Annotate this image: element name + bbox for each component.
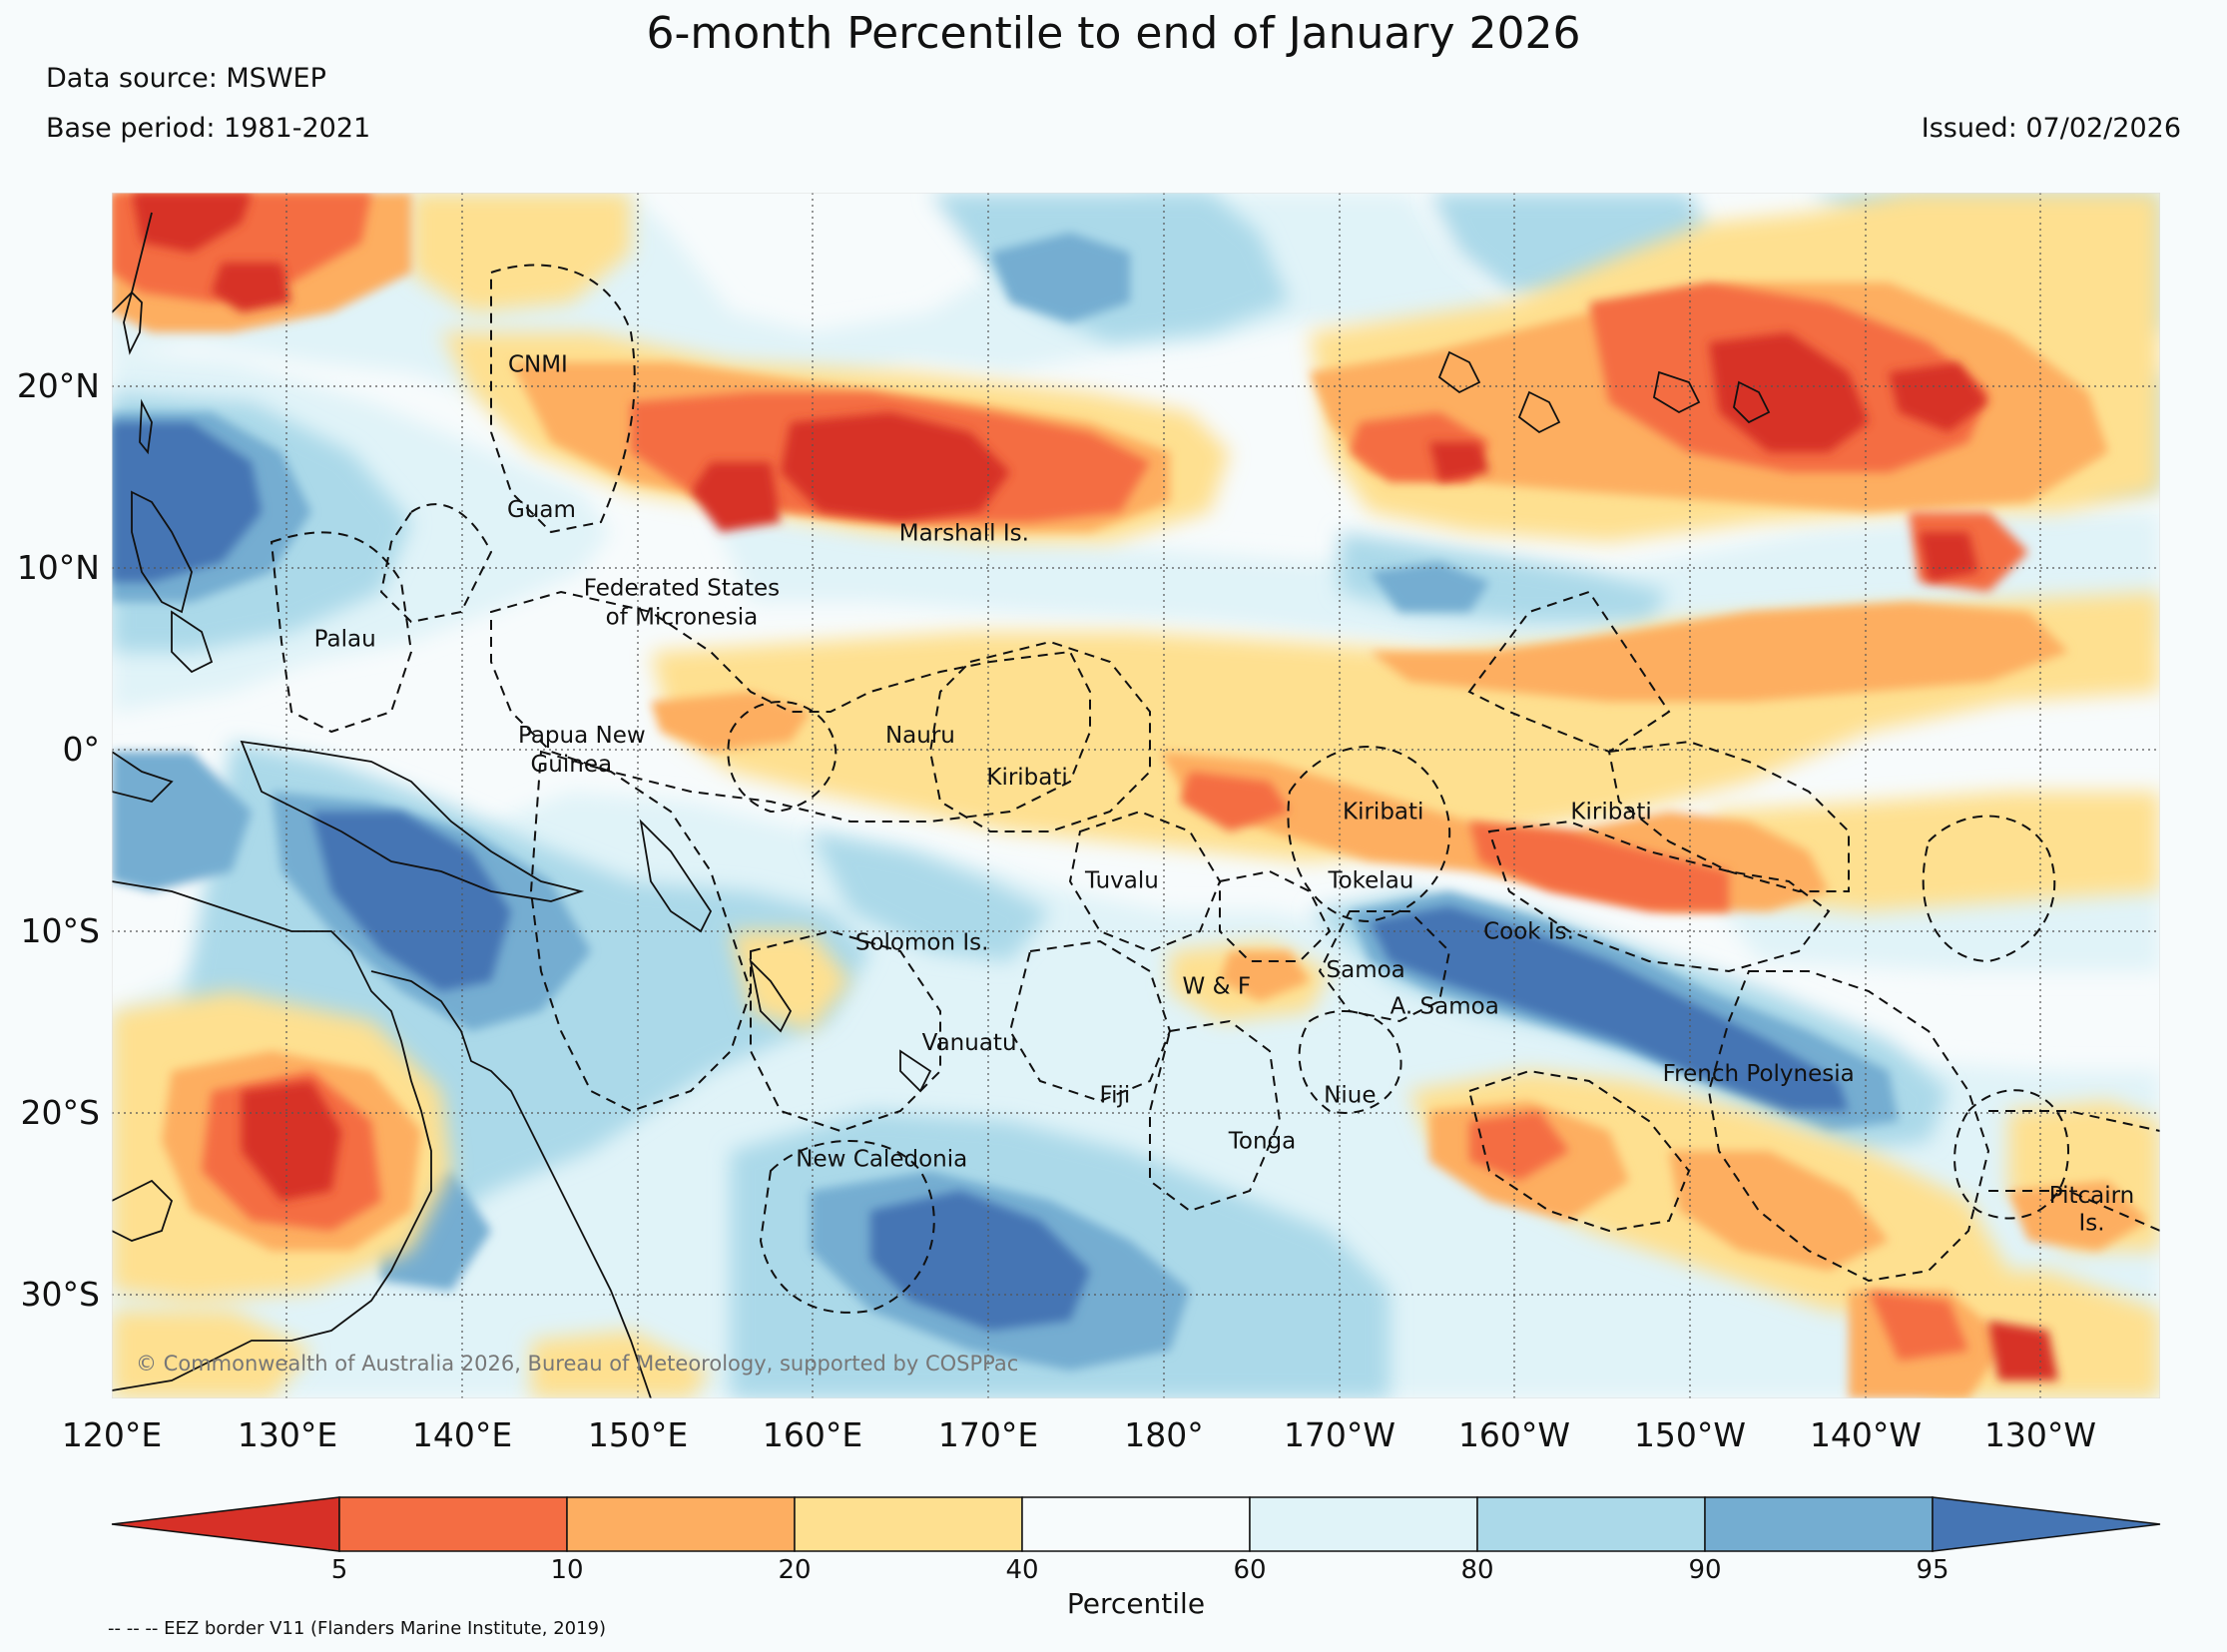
lat-label: 0° <box>62 730 101 769</box>
colorbar-label: Percentile <box>1066 1587 1206 1620</box>
graticule <box>112 193 2160 1398</box>
colorbar-tick: 40 <box>1005 1555 1039 1585</box>
colorbar-bin <box>566 1496 796 1552</box>
colorbar-bin <box>338 1496 568 1552</box>
lat-label: 20°S <box>20 1093 100 1132</box>
region-label: Palau <box>314 626 376 652</box>
region-label: Kiribati <box>1570 799 1651 825</box>
lon-label: 130°W <box>1983 1415 2097 1454</box>
lat-label: 30°S <box>20 1275 100 1314</box>
lon-label: 150°W <box>1633 1415 1747 1454</box>
lon-label: 150°E <box>587 1415 689 1454</box>
colorbar-tick: 5 <box>330 1555 348 1585</box>
issued-date-label: Issued: 07/02/2026 <box>1921 113 2181 144</box>
colorbar-tick: 90 <box>1688 1555 1722 1585</box>
region-label: French Polynesia <box>1663 1061 1855 1087</box>
region-label: Tuvalu <box>1084 868 1159 894</box>
region-label: Solomon Is. <box>855 930 989 956</box>
region-label: Is. <box>2078 1210 2104 1236</box>
data-source-label: Data source: MSWEP <box>46 63 326 94</box>
lon-label: 120°E <box>61 1415 163 1454</box>
lon-label: 130°E <box>237 1415 338 1454</box>
region-label: Tonga <box>1228 1128 1296 1154</box>
region-label: Marshall Is. <box>899 521 1029 547</box>
lon-label: 170°W <box>1283 1415 1396 1454</box>
colorbar-extend-high <box>1932 1496 2161 1552</box>
colorbar-bin <box>1476 1496 1706 1552</box>
region-label: Guam <box>507 497 576 523</box>
lat-label: 20°N <box>16 366 100 405</box>
region-label: Kiribati <box>1343 799 1423 825</box>
region-label: Guinea <box>530 752 612 778</box>
region-label: Federated States <box>584 575 780 601</box>
colorbar-bin <box>1704 1496 1934 1552</box>
lon-label: 160°W <box>1457 1415 1571 1454</box>
region-label: Kiribati <box>986 765 1067 791</box>
region-label: Niue <box>1324 1083 1376 1109</box>
base-period-label: Base period: 1981-2021 <box>46 113 371 144</box>
region-label: of Micronesia <box>606 605 759 631</box>
region-label: A. Samoa <box>1391 993 1499 1019</box>
colorbar-tick: 80 <box>1460 1555 1494 1585</box>
region-label: Papua New <box>518 723 646 749</box>
lon-label: 180° <box>1124 1415 1204 1454</box>
region-label: CNMI <box>508 351 568 377</box>
colorbar-bin <box>1021 1496 1251 1552</box>
copyright-text: © Commonwealth of Australia 2026, Bureau… <box>136 1352 1018 1376</box>
colorbar-tick: 60 <box>1233 1555 1267 1585</box>
lat-label: 10°S <box>20 911 100 950</box>
region-label: Vanuatu <box>922 1030 1017 1056</box>
lon-label: 140°W <box>1809 1415 1923 1454</box>
region-label: W & F <box>1183 973 1252 999</box>
region-label: Fiji <box>1100 1083 1131 1109</box>
lon-label: 140°E <box>411 1415 513 1454</box>
lon-label: 170°E <box>937 1415 1039 1454</box>
region-label: Nauru <box>885 723 955 749</box>
region-labels: CNMI Guam Federated States of Micronesia Pal… <box>314 351 2135 1236</box>
colorbar-tick: 20 <box>778 1555 812 1585</box>
lon-label: 160°E <box>762 1415 863 1454</box>
eez-borders <box>270 264 2160 1314</box>
region-label: Cook Is. <box>1483 919 1574 945</box>
colorbar-bin <box>1249 1496 1478 1552</box>
percentile-map: CNMI Guam Federated States of Micronesia Pal… <box>112 193 2160 1398</box>
lat-label: 10°N <box>16 548 100 587</box>
percentile-field-below-5 <box>132 193 2058 1380</box>
percentile-field-above-95 <box>112 422 1849 1331</box>
region-label: Samoa <box>1327 957 1405 983</box>
colorbar-extend-low <box>111 1496 340 1552</box>
coastlines <box>112 212 1771 1398</box>
colorbar-bin <box>794 1496 1023 1552</box>
colorbar-tick: 10 <box>550 1555 584 1585</box>
region-label: Pitcairn <box>2049 1183 2135 1209</box>
region-label: New Caledonia <box>796 1146 967 1172</box>
map-title: 6-month Percentile to end of January 202… <box>646 8 1581 59</box>
region-label: Tokelau <box>1327 868 1413 894</box>
eez-footnote: -- -- -- EEZ border V11 (Flanders Marine… <box>108 1618 607 1639</box>
map-canvas: CNMI Guam Federated States of Micronesia Pal… <box>112 193 2160 1398</box>
colorbar-tick: 95 <box>1916 1555 1949 1585</box>
